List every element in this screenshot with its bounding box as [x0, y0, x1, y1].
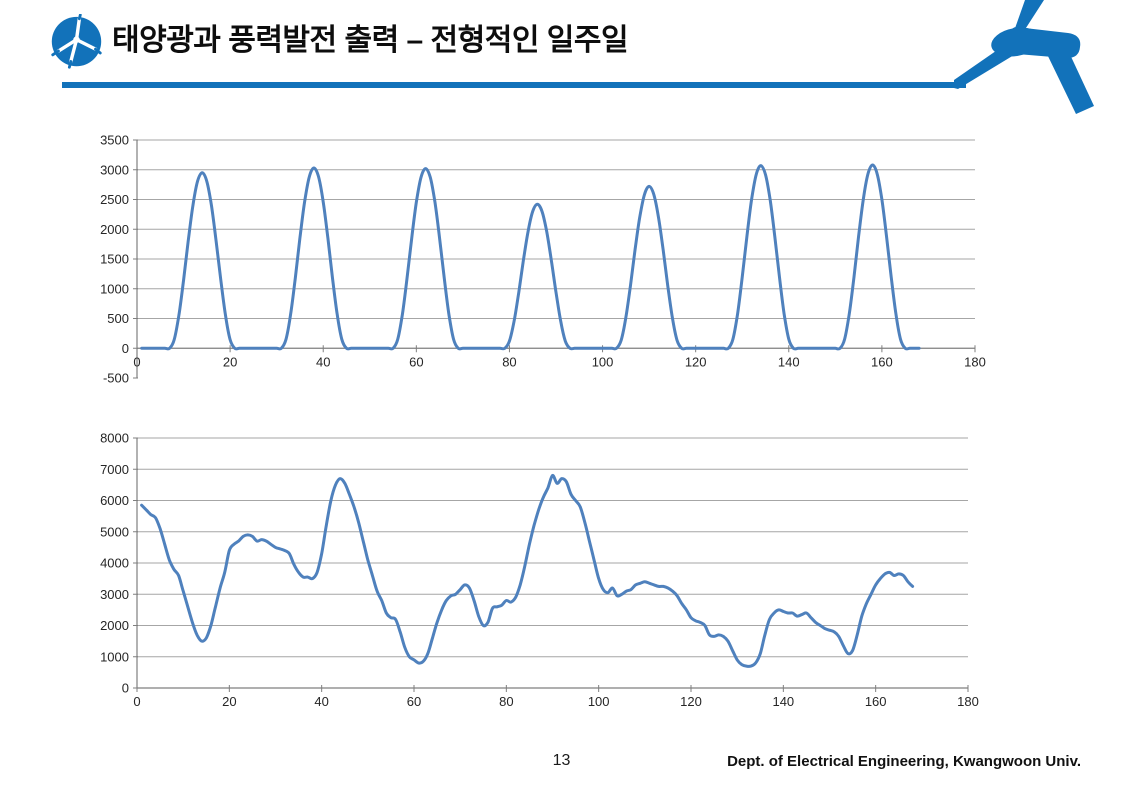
- svg-text:40: 40: [314, 694, 328, 709]
- svg-text:1000: 1000: [100, 649, 129, 664]
- svg-text:8000: 8000: [100, 431, 129, 446]
- wind-turbine-logo-icon: [51, 14, 102, 69]
- svg-text:2000: 2000: [100, 222, 129, 237]
- svg-text:3000: 3000: [100, 587, 129, 602]
- svg-text:-500: -500: [103, 371, 129, 386]
- svg-text:0: 0: [133, 694, 140, 709]
- svg-text:100: 100: [588, 694, 610, 709]
- svg-text:2000: 2000: [100, 618, 129, 633]
- svg-text:20: 20: [222, 694, 236, 709]
- svg-text:80: 80: [502, 354, 516, 369]
- svg-text:60: 60: [407, 694, 421, 709]
- svg-text:80: 80: [499, 694, 513, 709]
- svg-text:5000: 5000: [100, 524, 129, 539]
- svg-text:60: 60: [409, 354, 423, 369]
- svg-text:0: 0: [122, 341, 129, 356]
- svg-text:180: 180: [957, 694, 979, 709]
- svg-text:160: 160: [865, 694, 887, 709]
- wind-output-chart: 0 1000 2000 3000 4000 5000 6000 7000 8000 0 20 40 60…: [80, 425, 1000, 725]
- svg-text:4000: 4000: [100, 556, 129, 571]
- svg-text:0: 0: [133, 354, 140, 369]
- footer-affiliation: Dept. of Electrical Engineering, Kwangwo…: [727, 753, 1081, 770]
- svg-text:0: 0: [122, 681, 129, 696]
- svg-text:120: 120: [680, 694, 702, 709]
- svg-text:160: 160: [871, 354, 893, 369]
- svg-text:140: 140: [778, 354, 800, 369]
- svg-text:2500: 2500: [100, 192, 129, 207]
- svg-text:1500: 1500: [100, 252, 129, 267]
- svg-text:6000: 6000: [100, 493, 129, 508]
- svg-text:500: 500: [107, 311, 129, 326]
- svg-text:1000: 1000: [100, 281, 129, 296]
- solar-output-chart: -500 0 500 1000 1500 2000 2500 3000 3500 0 20 40 60 8…: [80, 128, 1000, 393]
- svg-text:7000: 7000: [100, 462, 129, 477]
- svg-text:180: 180: [964, 354, 986, 369]
- svg-text:120: 120: [685, 354, 707, 369]
- svg-text:20: 20: [223, 354, 237, 369]
- svg-text:40: 40: [316, 354, 330, 369]
- page-number: 13: [552, 752, 571, 769]
- slide-title: 태양광과 풍력발전 출력 – 전형적인 일주일: [112, 24, 629, 57]
- svg-text:100: 100: [592, 354, 614, 369]
- svg-text:3500: 3500: [100, 133, 129, 148]
- wind-turbine-graphic: [954, 0, 1094, 114]
- svg-text:140: 140: [772, 694, 794, 709]
- title-underline: [62, 82, 966, 88]
- svg-text:3000: 3000: [100, 162, 129, 177]
